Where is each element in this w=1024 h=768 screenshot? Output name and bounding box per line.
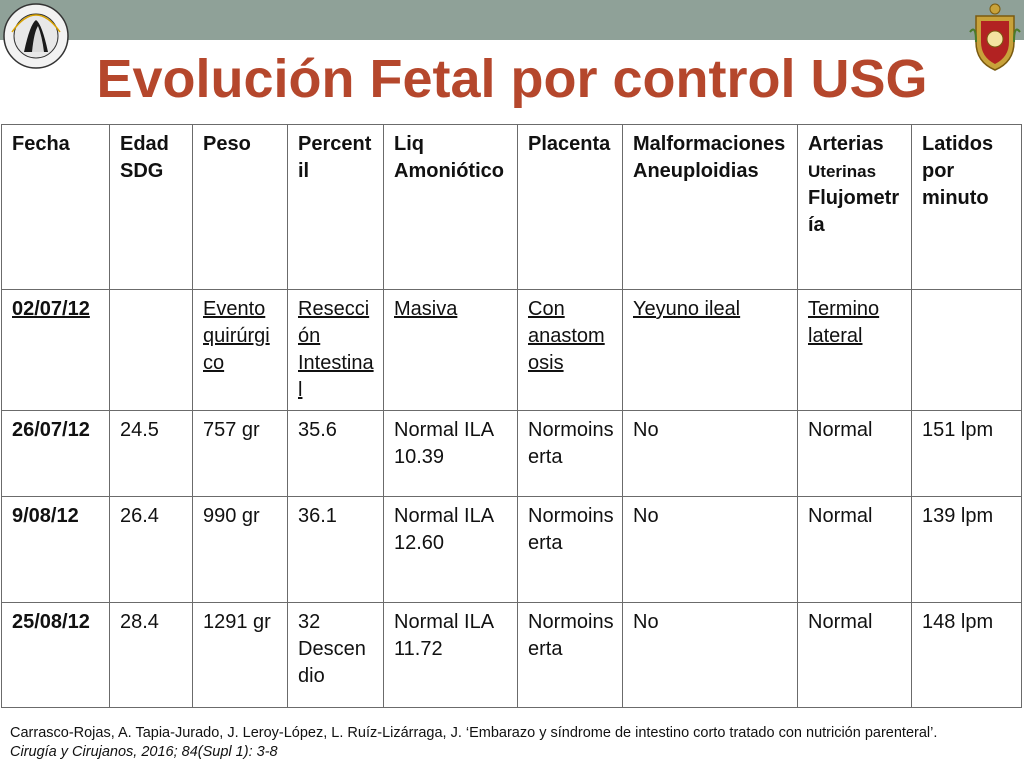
cell-percentil: 32 Descendio (287, 602, 384, 708)
cell-arterias: Termino lateral (797, 289, 912, 411)
cell-fecha: 02/07/12 (1, 289, 110, 411)
cell-percentil: 36.1 (287, 496, 384, 603)
slide-title: Evolución Fetal por control USG (96, 49, 928, 109)
cell-percentil: Resección Intestinal (287, 289, 384, 411)
academia-seal-logo (3, 3, 69, 69)
table-row: 9/08/12 26.4 990 gr 36.1 Normal ILA 12.6… (1, 496, 1022, 603)
cell-arterias: Normal (797, 602, 912, 708)
cell-latidos: 148 lpm (911, 602, 1022, 708)
header-arterias: Arterias Uterinas Flujometría (797, 124, 912, 290)
cell-malformaciones: No (622, 410, 798, 497)
cell-fecha: 25/08/12 (1, 602, 110, 708)
cell-latidos: 139 lpm (911, 496, 1022, 603)
table-row: 02/07/12 Evento quirúrgico Resección Int… (1, 289, 1022, 411)
cell-arterias: Normal (797, 410, 912, 497)
cell-peso: 990 gr (192, 496, 288, 603)
cell-placenta: Normoinserta (517, 496, 623, 603)
table-row: 25/08/12 28.4 1291 gr 32 Descendio Norma… (1, 602, 1022, 708)
cell-arterias: Normal (797, 496, 912, 603)
cell-latidos: 151 lpm (911, 410, 1022, 497)
header-latidos: Latidos por minuto (911, 124, 1022, 290)
header-liq-amoniotico: Liq Amoniótico (383, 124, 518, 290)
cell-edad (109, 289, 193, 411)
citation-journal: Cirugía y Cirujanos, 2016; 84(Supl 1): 3… (10, 744, 278, 760)
cell-placenta: Con anastomosis (517, 289, 623, 411)
header-edad-sdg: Edad SDG (109, 124, 193, 290)
cell-liq: Normal ILA 10.39 (383, 410, 518, 497)
cell-liq: Normal ILA 12.60 (383, 496, 518, 603)
cell-fecha: 9/08/12 (1, 496, 110, 603)
cell-latidos (911, 289, 1022, 411)
cell-edad: 26.4 (109, 496, 193, 603)
top-bar (0, 0, 1024, 40)
table-row: 26/07/12 24.5 757 gr 35.6 Normal ILA 10.… (1, 410, 1022, 497)
cell-liq: Masiva (383, 289, 518, 411)
crest-logo (969, 3, 1021, 71)
cell-edad: 24.5 (109, 410, 193, 497)
header-peso: Peso (192, 124, 288, 290)
fetal-evolution-table: Fecha Edad SDG Peso Percentil Liq Amonió… (1, 124, 1022, 708)
cell-placenta: Normoinserta (517, 602, 623, 708)
cell-placenta: Normoinserta (517, 410, 623, 497)
citation: Carrasco-Rojas, A. Tapia-Jurado, J. Lero… (10, 724, 1010, 762)
cell-peso: Evento quirúrgico (192, 289, 288, 411)
citation-authors: Carrasco-Rojas, A. Tapia-Jurado, J. Lero… (10, 725, 938, 741)
cell-fecha: 26/07/12 (1, 410, 110, 497)
header-fecha: Fecha (1, 124, 110, 290)
header-placenta: Placenta (517, 124, 623, 290)
header-row: Fecha Edad SDG Peso Percentil Liq Amonió… (1, 124, 1022, 290)
header-malformaciones: Malformaciones Aneuploidias (622, 124, 798, 290)
cell-liq: Normal ILA 11.72 (383, 602, 518, 708)
header-percentil: Percentil (287, 124, 384, 290)
cell-edad: 28.4 (109, 602, 193, 708)
cell-malformaciones: Yeyuno ileal (622, 289, 798, 411)
cell-malformaciones: No (622, 602, 798, 708)
cell-malformaciones: No (622, 496, 798, 603)
cell-peso: 1291 gr (192, 602, 288, 708)
cell-peso: 757 gr (192, 410, 288, 497)
cell-percentil: 35.6 (287, 410, 384, 497)
